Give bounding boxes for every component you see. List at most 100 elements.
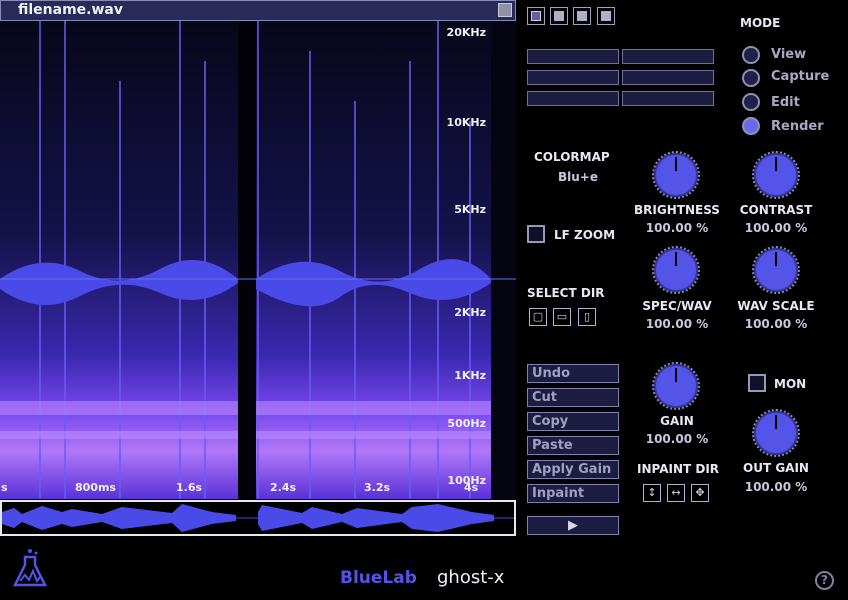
mode-render-radio[interactable] xyxy=(742,117,760,135)
mode-edit-label: Edit xyxy=(771,95,800,110)
freq-label-500hz: 500Hz xyxy=(447,417,486,430)
play-button[interactable]: ▶ xyxy=(527,516,619,535)
mon-label: MON xyxy=(774,377,807,391)
colormap-value[interactable]: Blu+e xyxy=(558,170,598,184)
select-dir-label: SELECT DIR xyxy=(527,286,605,300)
mon-checkbox[interactable] xyxy=(748,374,766,392)
play-icon: ▶ xyxy=(568,518,578,533)
slot-1[interactable] xyxy=(527,49,619,64)
preset-2-button[interactable] xyxy=(550,7,568,25)
select-horizontal-icon: ▭ xyxy=(556,310,568,323)
mode-capture-radio[interactable] xyxy=(742,69,760,87)
arrow-vertical-icon: ↕ xyxy=(647,486,657,499)
slot-3[interactable] xyxy=(527,70,619,85)
freq-label-2khz: 2KHz xyxy=(454,306,486,319)
slot-2[interactable] xyxy=(622,49,714,64)
out-gain-knob[interactable] xyxy=(756,413,796,453)
inpaint-dir-label: INPAINT DIR xyxy=(637,462,720,476)
inpaint-both-button[interactable]: ✥ xyxy=(691,484,709,502)
spectrogram-graphic xyxy=(0,21,516,499)
select-dir-vertical-button[interactable]: ▯ xyxy=(578,308,596,326)
out-gain-value: 100.00 % xyxy=(744,480,808,494)
colormap-title: COLORMAP xyxy=(534,150,610,164)
select-vertical-icon: ▯ xyxy=(583,310,591,323)
freq-label-1khz: 1KHz xyxy=(454,369,486,382)
wav-scale-value: 100.00 % xyxy=(744,317,808,331)
freq-label-100hz: 100Hz xyxy=(447,474,486,487)
contrast-value: 100.00 % xyxy=(744,221,808,235)
brightness-scale xyxy=(652,151,700,199)
time-label-s: s xyxy=(1,481,8,494)
title-bar-button[interactable] xyxy=(498,3,512,17)
file-title-bar: filename.wav xyxy=(0,0,516,21)
brightness-label: BRIGHTNESS xyxy=(634,203,720,217)
apply-gain-button[interactable]: Apply Gain xyxy=(527,460,619,479)
out-gain-scale xyxy=(752,409,800,457)
brightness-knob[interactable] xyxy=(656,155,696,195)
mode-edit-radio[interactable] xyxy=(742,93,760,111)
product-name: ghost-x xyxy=(437,567,505,588)
preset-1-button[interactable] xyxy=(527,7,545,25)
inpaint-horizontal-button[interactable]: ↔ xyxy=(667,484,685,502)
freq-label-5khz: 5KHz xyxy=(454,203,486,216)
spectrogram-view[interactable]: 20KHz 10KHz 5KHz 2KHz 1KHz 500Hz 100Hz xyxy=(0,21,516,499)
gain-knob[interactable] xyxy=(656,366,696,406)
spec-wav-label: SPEC/WAV xyxy=(642,299,712,313)
contrast-knob[interactable] xyxy=(756,155,796,195)
flask-logo-icon xyxy=(12,549,48,587)
select-box-icon: ▢ xyxy=(532,310,544,323)
slot-6[interactable] xyxy=(622,91,714,106)
preset-4-icon xyxy=(601,11,611,21)
spec-wav-scale xyxy=(652,246,700,294)
mode-capture-label: Capture xyxy=(771,69,830,84)
spec-wav-knob[interactable] xyxy=(656,250,696,290)
mode-title: MODE xyxy=(740,16,781,30)
time-label-800ms: 800ms xyxy=(75,481,116,494)
preset-3-icon xyxy=(577,11,587,21)
wav-scale-scale xyxy=(752,246,800,294)
cut-button[interactable]: Cut xyxy=(527,388,619,407)
preset-2-icon xyxy=(554,11,564,21)
gain-label: GAIN xyxy=(660,414,694,428)
freq-label-10khz: 10KHz xyxy=(446,116,486,129)
lf-zoom-checkbox[interactable] xyxy=(527,225,545,243)
preset-3-button[interactable] xyxy=(573,7,591,25)
wav-scale-knob[interactable] xyxy=(756,250,796,290)
arrow-horizontal-icon: ↔ xyxy=(671,486,681,499)
undo-button[interactable]: Undo xyxy=(527,364,619,383)
brand-name: BlueLab xyxy=(340,568,417,588)
contrast-scale xyxy=(752,151,800,199)
mode-view-radio[interactable] xyxy=(742,46,760,64)
waveform-graphic xyxy=(2,504,514,532)
wav-scale-label: WAV SCALE xyxy=(737,299,815,313)
waveform-overview[interactable] xyxy=(0,500,516,536)
help-icon: ? xyxy=(821,573,828,587)
paste-button[interactable]: Paste xyxy=(527,436,619,455)
slot-5[interactable] xyxy=(527,91,619,106)
slot-4[interactable] xyxy=(622,70,714,85)
preset-1-icon xyxy=(531,11,541,21)
mode-view-label: View xyxy=(771,47,807,62)
help-button[interactable]: ? xyxy=(815,571,834,590)
select-dir-horizontal-button[interactable]: ▭ xyxy=(553,308,571,326)
preset-4-button[interactable] xyxy=(597,7,615,25)
file-name: filename.wav xyxy=(18,2,123,18)
select-dir-both-button[interactable]: ▢ xyxy=(529,308,547,326)
mode-render-label: Render xyxy=(771,119,824,134)
copy-button[interactable]: Copy xyxy=(527,412,619,431)
spec-wav-value: 100.00 % xyxy=(645,317,709,331)
brightness-value: 100.00 % xyxy=(645,221,709,235)
inpaint-button[interactable]: Inpaint xyxy=(527,484,619,503)
gain-value: 100.00 % xyxy=(645,432,709,446)
time-label-4s: 4s xyxy=(464,481,479,494)
time-label-1-6s: 1.6s xyxy=(176,481,203,494)
lf-zoom-label: LF ZOOM xyxy=(554,228,616,242)
inpaint-vertical-button[interactable]: ↕ xyxy=(643,484,661,502)
out-gain-label: OUT GAIN xyxy=(743,461,809,475)
arrow-move-icon: ✥ xyxy=(695,486,705,499)
gain-scale xyxy=(652,362,700,410)
time-label-3-2s: 3.2s xyxy=(364,481,391,494)
freq-label-20khz: 20KHz xyxy=(446,26,486,39)
contrast-label: CONTRAST xyxy=(739,203,813,217)
time-label-2-4s: 2.4s xyxy=(270,481,297,494)
